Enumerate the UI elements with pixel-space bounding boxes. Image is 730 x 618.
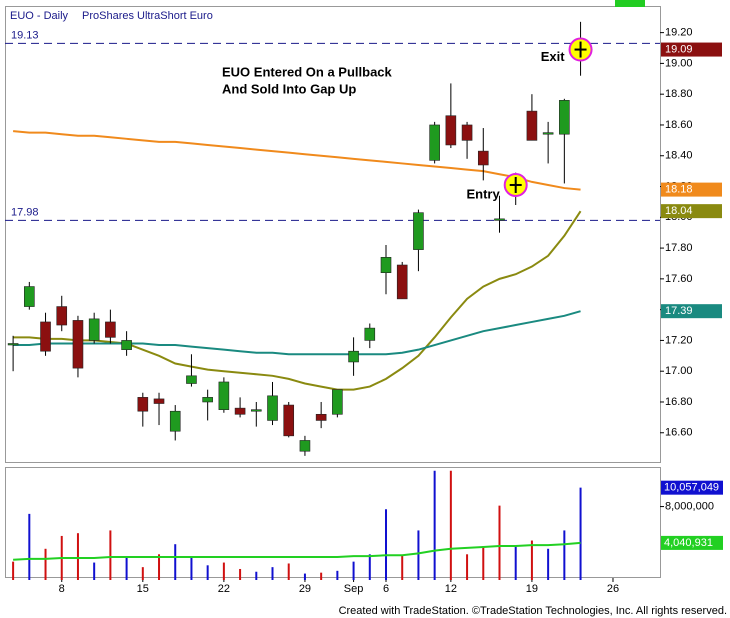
annotation: EUO Entered On a Pullback: [222, 64, 393, 79]
candle-body: [315, 413, 327, 421]
y-tick-label: 18.40: [665, 150, 693, 162]
value-label-box: [661, 204, 722, 219]
marker-label: Entry: [466, 186, 500, 201]
value-label: 10,057,049: [664, 482, 719, 494]
candle-body: [105, 321, 116, 338]
candle-body: [40, 321, 51, 352]
y-tick-label: 17.20: [665, 334, 693, 346]
y-tick-label: 8,000,000: [665, 500, 714, 512]
candle-body: [348, 350, 359, 363]
moving-average-line: [13, 310, 581, 356]
candle-body: [299, 440, 311, 452]
candle-body: [7, 343, 19, 346]
x-tick-label: 29: [299, 583, 311, 595]
candle-body: [494, 218, 505, 221]
moving-average-line: [13, 130, 581, 191]
candle-body: [413, 212, 424, 250]
value-label-box: [661, 182, 722, 197]
candle-body: [445, 115, 457, 146]
y-tick-label: 17.80: [665, 242, 693, 254]
candle-body: [137, 397, 149, 412]
value-label: 18.18: [665, 184, 693, 196]
x-tick-label: 19: [526, 583, 538, 595]
candle-body: [202, 397, 213, 403]
candle-body: [283, 404, 295, 437]
value-label-box: [661, 304, 722, 319]
candle-body: [234, 407, 246, 415]
y-tick-label: 16.60: [665, 427, 693, 439]
candle-body: [429, 124, 440, 161]
x-tick-label: 22: [218, 583, 230, 595]
x-tick-label: 6: [383, 583, 389, 595]
y-tick-label: 16.80: [665, 396, 693, 408]
value-label: 18.04: [665, 205, 693, 217]
chart-title: EUO - Daily: [10, 10, 69, 22]
candle-body: [72, 320, 84, 369]
volume-panel: [5, 467, 661, 578]
candle-body: [121, 340, 132, 350]
y-tick-label: 18.60: [665, 119, 693, 131]
reference-label: 17.98: [11, 206, 39, 218]
y-tick-label: 17.60: [665, 273, 693, 285]
candle-body: [364, 327, 376, 341]
value-label: 19.09: [665, 43, 693, 55]
y-tick-label: 19.20: [665, 27, 693, 39]
candle-body: [380, 257, 392, 274]
value-label: 4,040,931: [664, 537, 713, 549]
candle-body: [332, 389, 343, 415]
candle-body: [186, 375, 197, 384]
value-label-box: [661, 480, 723, 495]
x-tick-label: 12: [445, 583, 457, 595]
volume-average-line: [13, 541, 581, 561]
candle-body: [250, 409, 262, 412]
reference-label: 19.13: [11, 29, 39, 41]
candle-body: [153, 398, 165, 404]
x-tick-label: Sep: [344, 583, 364, 595]
y-tick-label: 19.00: [665, 57, 693, 69]
moving-average-line: [13, 210, 582, 391]
x-tick-label: 15: [137, 583, 149, 595]
footer: Created with TradeStation. ©TradeStation…: [339, 605, 727, 617]
x-tick-label: 26: [607, 583, 619, 595]
value-label: 17.39: [665, 305, 693, 317]
candle-body: [559, 100, 570, 135]
x-tick-label: 8: [59, 583, 65, 595]
price-panel: [5, 6, 661, 463]
chart-subtitle: ProShares UltraShort Euro: [82, 10, 213, 22]
y-tick-label: 17.00: [665, 365, 693, 377]
candle-body: [396, 264, 408, 300]
candle-body: [477, 150, 489, 166]
candle-body: [24, 286, 35, 307]
y-tick-label: 18.80: [665, 88, 693, 100]
candle-body: [56, 306, 68, 326]
candle-body: [169, 410, 181, 432]
candle-body: [218, 381, 230, 410]
marker-label: Exit: [541, 49, 566, 64]
candle-body: [461, 124, 473, 141]
candle-body: [267, 395, 278, 421]
candle-body: [526, 110, 538, 141]
candle-body: [88, 318, 100, 341]
value-label-box: [661, 535, 723, 550]
status-indicator: [615, 0, 645, 7]
annotation: And Sold Into Gap Up: [222, 81, 356, 96]
value-label-box: [661, 42, 722, 57]
candle-body: [542, 132, 554, 135]
